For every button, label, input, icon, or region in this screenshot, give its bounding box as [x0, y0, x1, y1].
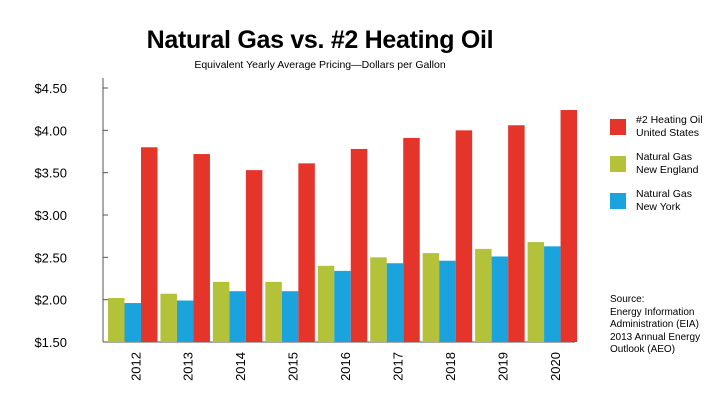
- bar--2-heating-oil-united-states-2014: [245, 170, 263, 342]
- bar-natural-gas-new-england-2015: [265, 281, 282, 342]
- bar-natural-gas-new-england-2018: [422, 253, 440, 342]
- bar-natural-gas-new-york-2020: [544, 246, 561, 342]
- bar-natural-gas-new-england-2019: [475, 248, 492, 342]
- bar-natural-gas-new-england-2020: [527, 242, 545, 342]
- legend-swatch: [610, 156, 626, 172]
- legend-label: Natural Gas New York: [636, 188, 693, 213]
- source-note: Source: Energy Information Administration …: [610, 294, 728, 357]
- bar--2-heating-oil-united-states-2015: [298, 163, 315, 342]
- source-line: 2013 Annual Energy: [610, 331, 701, 343]
- legend-item--2-heating-oil-united-states: #2 Heating Oil United States: [610, 114, 728, 144]
- bar--2-heating-oil-united-states-2019: [508, 125, 525, 343]
- x-tick-label: 2016: [338, 352, 353, 381]
- y-tick-label: $2.50: [34, 250, 67, 265]
- legend-swatch: [610, 119, 626, 135]
- x-tick-label: 2015: [286, 352, 301, 381]
- bar-natural-gas-new-york-2015: [281, 291, 299, 342]
- x-tick-label: 2018: [443, 352, 458, 381]
- x-tick-label: 2019: [495, 352, 510, 381]
- bar--2-heating-oil-united-states-2018: [455, 130, 473, 342]
- x-tick-label: 2012: [128, 352, 143, 381]
- bar--2-heating-oil-united-states-2016: [350, 148, 368, 342]
- legend-label: Natural Gas New England: [636, 151, 699, 176]
- legend-label: #2 Heating Oil United States: [636, 114, 703, 139]
- y-tick-label: $2.00: [34, 293, 67, 308]
- y-tick-label: $3.50: [34, 166, 67, 181]
- bar-natural-gas-new-york-2018: [439, 260, 456, 342]
- bar-natural-gas-new-york-2016: [334, 270, 351, 342]
- source-line: Energy Information: [610, 306, 695, 318]
- x-tick-label: 2014: [233, 352, 248, 381]
- bar-natural-gas-new-york-2017: [386, 263, 404, 342]
- bar--2-heating-oil-united-states-2020: [560, 110, 578, 342]
- bar-natural-gas-new-england-2017: [370, 257, 387, 342]
- legend-item-natural-gas-new-england: Natural Gas New England: [610, 151, 728, 181]
- bar-natural-gas-new-england-2012: [108, 297, 125, 342]
- bar--2-heating-oil-united-states-2012: [141, 147, 158, 342]
- x-tick-label: 2017: [391, 352, 406, 381]
- bar-natural-gas-new-york-2019: [491, 256, 509, 342]
- x-tick-label: 2013: [181, 352, 196, 381]
- bar-natural-gas-new-york-2012: [124, 303, 141, 342]
- plot-area: $1.50 $2.00 $2.50 $3.00 $3.50 $4.00 $4.50 2012 2…: [34, 78, 578, 381]
- source-line: Source:: [610, 294, 645, 305]
- chart-title: Natural Gas vs. #2 Heating Oil: [146, 26, 494, 54]
- legend-item-natural-gas-new-york: Natural Gas New York: [610, 188, 728, 218]
- y-tick-label: $4.50: [34, 81, 67, 96]
- bar-natural-gas-new-york-2013: [176, 300, 194, 342]
- y-tick-label: $3.00: [34, 208, 67, 223]
- bar-natural-gas-new-england-2013: [160, 293, 177, 342]
- legend-swatch: [610, 193, 626, 209]
- x-tick-label: 2020: [548, 352, 563, 381]
- bar-natural-gas-new-york-2014: [229, 291, 246, 342]
- bar--2-heating-oil-united-states-2013: [193, 154, 210, 342]
- bar-natural-gas-new-england-2016: [317, 265, 335, 342]
- bar--2-heating-oil-united-states-2017: [403, 137, 420, 342]
- chart-subtitle: Equivalent Yearly Average Pricing—Dollar…: [194, 59, 446, 71]
- source-line: Administration (EIA): [610, 319, 699, 330]
- source-line: Outlook (AEO): [610, 344, 676, 355]
- y-tick-label: $4.00: [34, 123, 67, 138]
- y-tick-label: $1.50: [34, 335, 67, 350]
- bar-natural-gas-new-england-2014: [212, 281, 230, 342]
